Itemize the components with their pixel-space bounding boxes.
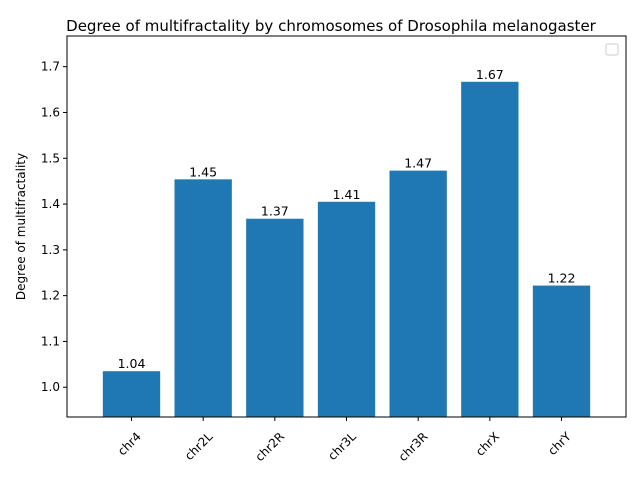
data-labels-group: 1.04 1.45 1.37 1.41 1.47 1.67 1.22 bbox=[118, 67, 576, 371]
bar-chr3R bbox=[389, 170, 447, 417]
plot-frame bbox=[66, 35, 627, 418]
x-tick-label-chr3L: chr3L bbox=[325, 429, 359, 463]
bar-chr3L bbox=[317, 201, 376, 417]
data-label-chrX: 1.67 bbox=[476, 67, 504, 82]
y-tick-label: 1.5 bbox=[41, 151, 60, 165]
y-tick-label: 1.2 bbox=[41, 289, 60, 303]
data-label-chr3R: 1.47 bbox=[404, 156, 432, 171]
legend-box bbox=[605, 43, 619, 56]
data-label-chr2R: 1.37 bbox=[261, 204, 289, 219]
bar-chrY bbox=[532, 285, 591, 417]
y-tick-label: 1.3 bbox=[41, 243, 60, 257]
x-tick-label-chr2R: chr2R bbox=[252, 429, 287, 464]
chart-title: Degree of multifractality by chromosomes… bbox=[66, 17, 597, 35]
data-label-chrY: 1.22 bbox=[548, 271, 576, 286]
x-tick-label-chr3R: chr3R bbox=[396, 429, 431, 464]
y-axis: 1.0 1.1 1.2 1.3 1.4 1.5 1.6 1.7 bbox=[41, 60, 67, 394]
data-label-chr4: 1.04 bbox=[118, 356, 146, 371]
y-tick-label: 1.6 bbox=[41, 105, 60, 119]
y-tick-label: 1.4 bbox=[41, 197, 60, 211]
x-tick-label-chrY: chrY bbox=[545, 429, 574, 458]
bar-chr4 bbox=[102, 371, 161, 417]
y-axis-label: Degree of multifractality bbox=[14, 153, 28, 300]
y-tick-label: 1.1 bbox=[41, 334, 60, 348]
bar-chr2L bbox=[174, 179, 232, 417]
data-label-chr3L: 1.41 bbox=[333, 187, 361, 202]
x-tick-label-chr2L: chr2L bbox=[182, 429, 216, 463]
data-label-chr2L: 1.45 bbox=[189, 164, 217, 179]
bars-group bbox=[102, 81, 591, 417]
x-tick-label-chr4: chr4 bbox=[115, 429, 144, 458]
bar-chrX bbox=[461, 81, 519, 417]
x-axis: chr4 chr2L chr2R chr3L chr3R chrX chrY bbox=[115, 417, 574, 464]
bar-chr2R bbox=[246, 218, 304, 417]
y-tick-label: 1.7 bbox=[41, 60, 60, 74]
y-tick-label: 1.0 bbox=[41, 380, 60, 394]
x-tick-label-chrX: chrX bbox=[473, 429, 502, 458]
